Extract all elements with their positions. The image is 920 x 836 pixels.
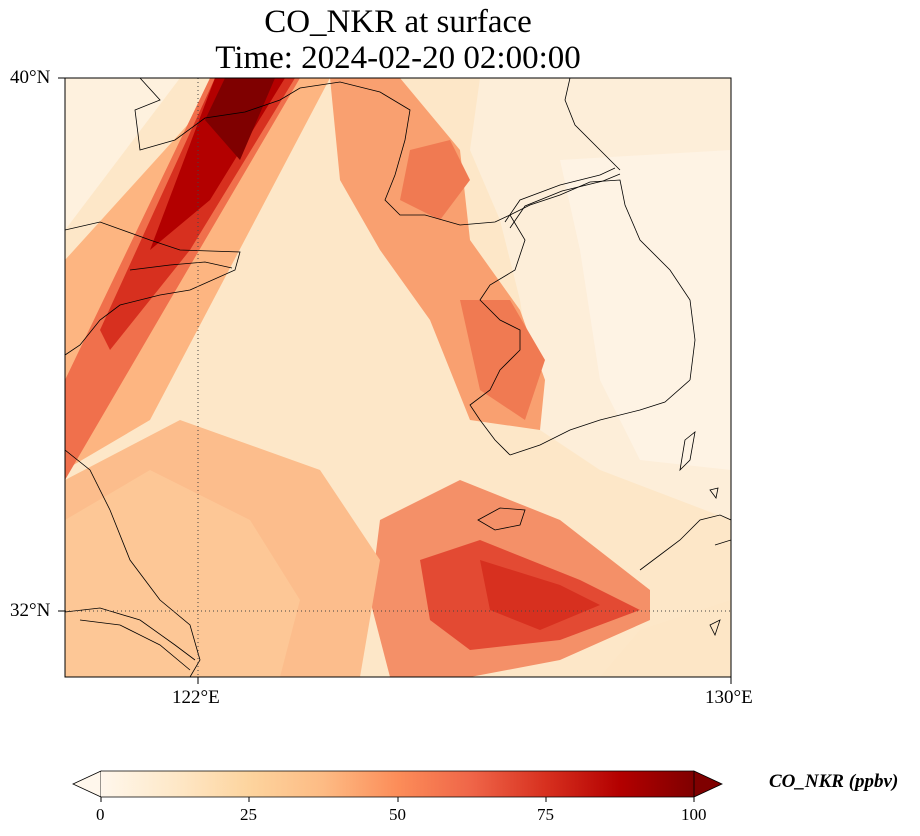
lat-tick-label-32: 32°N — [10, 600, 51, 621]
colorbar-label: CO_NKR (ppbv) — [769, 771, 899, 792]
colorbar-tick-50: 50 — [389, 805, 406, 824]
colorbar — [72, 770, 723, 802]
map-title-line1: CO_NKR at surface — [264, 4, 532, 40]
colorbar-tick-75: 75 — [537, 805, 554, 824]
concentration-field — [65, 78, 731, 677]
colorbar-tick-0: 0 — [96, 805, 105, 824]
colorbar-tick-100: 100 — [681, 805, 707, 824]
axis-ticks — [58, 77, 732, 684]
colorbar-extend-low — [72, 770, 102, 798]
lat-tick-label-40: 40°N — [10, 67, 51, 88]
colorbar-gradient — [101, 771, 694, 797]
lon-tick-label-122: 122°E — [172, 687, 220, 708]
lon-tick-label-130: 130°E — [705, 687, 753, 708]
map-title-line2: Time: 2024-02-20 02:00:00 — [215, 40, 581, 76]
colorbar-extend-high — [693, 770, 723, 798]
map-frame — [64, 77, 732, 678]
colorbar-tick-25: 25 — [240, 805, 257, 824]
gridlines — [65, 78, 731, 677]
